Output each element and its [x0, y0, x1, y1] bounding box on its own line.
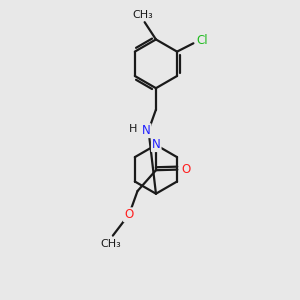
- Text: N: N: [142, 124, 151, 137]
- Text: O: O: [124, 208, 133, 221]
- Text: H: H: [129, 124, 137, 134]
- Text: CH₃: CH₃: [100, 239, 121, 249]
- Text: O: O: [181, 163, 190, 176]
- Text: N: N: [152, 138, 161, 151]
- Text: Cl: Cl: [196, 34, 208, 47]
- Text: CH₃: CH₃: [133, 10, 154, 20]
